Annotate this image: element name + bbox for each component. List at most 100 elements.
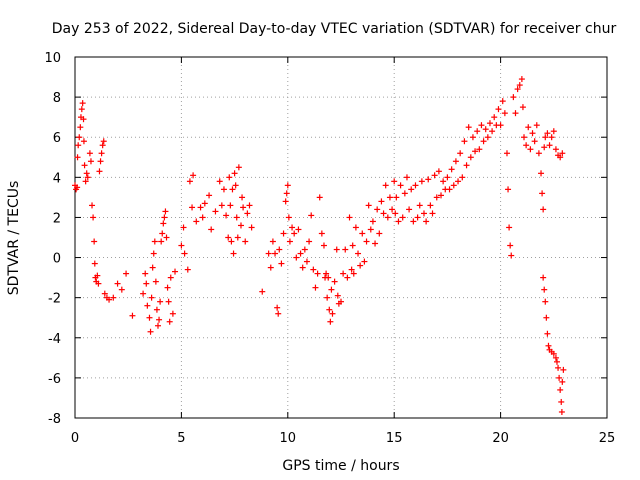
data-point: [83, 170, 90, 177]
data-point: [74, 184, 81, 191]
data-point: [369, 218, 376, 225]
data-point: [433, 194, 440, 201]
data-point: [552, 354, 559, 361]
data-point: [331, 278, 338, 285]
data-point: [272, 250, 279, 257]
data-point: [384, 214, 391, 221]
data-point: [393, 194, 400, 201]
data-point: [212, 208, 219, 215]
data-point: [380, 210, 387, 217]
data-point: [101, 290, 108, 297]
data-point: [472, 148, 479, 155]
data-point: [75, 142, 82, 149]
data-point: [328, 286, 335, 293]
data-point: [248, 224, 255, 231]
data-point: [350, 270, 357, 277]
data-point: [399, 214, 406, 221]
data-point: [412, 182, 419, 189]
data-point: [359, 230, 366, 237]
data-point: [239, 194, 246, 201]
data-point: [223, 212, 230, 219]
data-point: [457, 150, 464, 157]
data-point: [167, 274, 174, 281]
data-point: [201, 200, 208, 207]
data-point: [165, 298, 172, 305]
data-point: [367, 226, 374, 233]
data-point: [544, 330, 551, 337]
data-point: [100, 138, 107, 145]
data-point: [484, 134, 491, 141]
data-point: [150, 250, 157, 257]
data-point: [401, 190, 408, 197]
data-point: [403, 174, 410, 181]
data-point: [274, 304, 281, 311]
data-point: [416, 202, 423, 209]
data-point: [325, 274, 332, 281]
data-point: [156, 316, 163, 323]
data-point: [220, 186, 227, 193]
data-point: [397, 182, 404, 189]
data-point: [226, 174, 233, 181]
x-axis: 0 5 10 15 20 25: [71, 57, 615, 446]
data-point: [467, 154, 474, 161]
data-point: [199, 214, 206, 221]
data-point: [154, 322, 161, 329]
data-point: [510, 94, 517, 101]
data-point: [99, 142, 106, 149]
data-point: [527, 146, 534, 153]
data-point: [86, 150, 93, 157]
data-point: [142, 270, 149, 277]
data-point: [326, 306, 333, 313]
data-point: [349, 242, 356, 249]
data-point: [516, 82, 523, 89]
data-point: [548, 134, 555, 141]
data-point: [163, 234, 170, 241]
data-point: [97, 158, 104, 165]
data-point: [190, 172, 197, 179]
data-point: [312, 284, 319, 291]
data-point: [519, 104, 526, 111]
chart-title: Day 253 of 2022, Sidereal Day-to-day VTE…: [52, 21, 617, 37]
data-point: [106, 296, 113, 303]
data-point: [123, 270, 130, 277]
data-point: [558, 398, 565, 405]
data-point: [418, 178, 425, 185]
data-point: [559, 150, 566, 157]
y-tick-label: -8: [48, 412, 61, 427]
grid: [75, 57, 607, 418]
data-point: [344, 274, 351, 281]
data-point: [159, 230, 166, 237]
data-point: [81, 162, 88, 169]
data-point: [216, 178, 223, 185]
data-point: [476, 146, 483, 153]
data-point: [259, 288, 266, 295]
data-point: [110, 294, 117, 301]
data-point: [546, 142, 553, 149]
data-point: [486, 120, 493, 127]
data-point: [98, 150, 105, 157]
data-point: [469, 134, 476, 141]
data-point: [512, 110, 519, 117]
y-tick-label: 6: [53, 131, 61, 146]
data-point: [514, 86, 521, 93]
y-tick-label: 0: [53, 252, 61, 267]
data-point: [286, 238, 293, 245]
data-point: [235, 164, 242, 171]
data-point: [531, 138, 538, 145]
data-point: [186, 178, 193, 185]
plot-frame: [74, 56, 608, 419]
data-point: [208, 226, 215, 233]
data-point: [197, 204, 204, 211]
data-point: [161, 214, 168, 221]
data-point: [178, 242, 185, 249]
data-point: [423, 218, 430, 225]
data-point: [95, 280, 102, 287]
data-point: [193, 218, 200, 225]
data-point: [184, 266, 191, 273]
data-point: [499, 98, 506, 105]
data-point: [555, 364, 562, 371]
data-point: [378, 198, 385, 205]
data-point: [529, 130, 536, 137]
data-point: [87, 158, 94, 165]
